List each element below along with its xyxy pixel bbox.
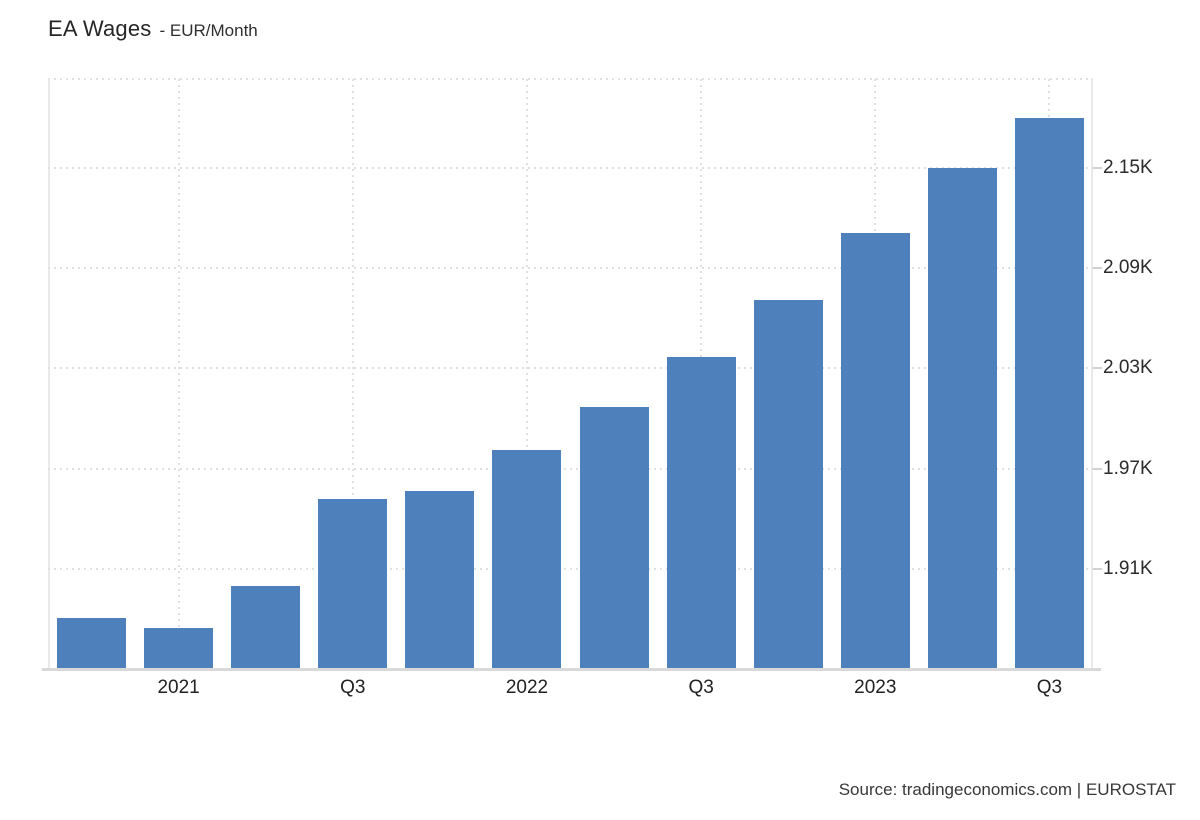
y-tick-mark [1093, 267, 1102, 270]
y-gridline [48, 568, 1093, 571]
y-gridline [48, 166, 1093, 169]
y-axis-label: 2.03K [1103, 357, 1153, 379]
plot-top-border [48, 78, 1093, 80]
plot-right-border [1091, 79, 1093, 671]
chart-subtitle: - EUR/Month [159, 21, 258, 40]
plot-left-border [48, 79, 50, 668]
x-axis-label: 2023 [854, 677, 897, 698]
bar[interactable] [927, 167, 997, 668]
plot-area [42, 78, 1102, 671]
chart-title: EA Wages [48, 16, 152, 41]
bar[interactable] [840, 232, 910, 668]
x-axis-label: Q3 [340, 677, 366, 698]
y-tick-mark [1093, 467, 1102, 470]
bar[interactable] [579, 406, 649, 668]
y-gridline [48, 267, 1093, 270]
x-axis-label: Q3 [1036, 677, 1063, 698]
y-axis-label: 1.91K [1103, 558, 1153, 580]
y-axis-label: 2.09K [1103, 257, 1153, 279]
bar[interactable] [318, 499, 388, 668]
x-axis-label: 2022 [505, 677, 549, 698]
y-tick-mark [1093, 367, 1102, 370]
y-gridline [48, 367, 1093, 370]
x-axis-label: Q3 [688, 677, 714, 698]
bar[interactable] [144, 627, 214, 668]
y-tick-mark [1093, 166, 1102, 169]
y-axis-label: 1.97K [1103, 457, 1153, 479]
y-gridline [48, 467, 1093, 470]
source-attribution: Source: tradingeconomics.com | EUROSTAT [838, 780, 1176, 799]
y-tick-mark [1093, 568, 1102, 571]
bar[interactable] [666, 356, 736, 668]
bar[interactable] [492, 450, 562, 668]
x-gridline [351, 79, 354, 668]
bar[interactable] [405, 490, 475, 668]
bar[interactable] [753, 299, 823, 668]
chart-header: EA Wages - EUR/Month [48, 16, 258, 42]
y-axis-label: 2.15K [1103, 156, 1153, 178]
x-gridline [525, 79, 528, 668]
x-axis-line [42, 668, 1101, 671]
x-gridline [177, 79, 180, 668]
bar[interactable] [1014, 117, 1084, 668]
bar[interactable] [57, 617, 127, 668]
x-axis-label: 2021 [157, 677, 200, 698]
bar[interactable] [231, 586, 301, 668]
